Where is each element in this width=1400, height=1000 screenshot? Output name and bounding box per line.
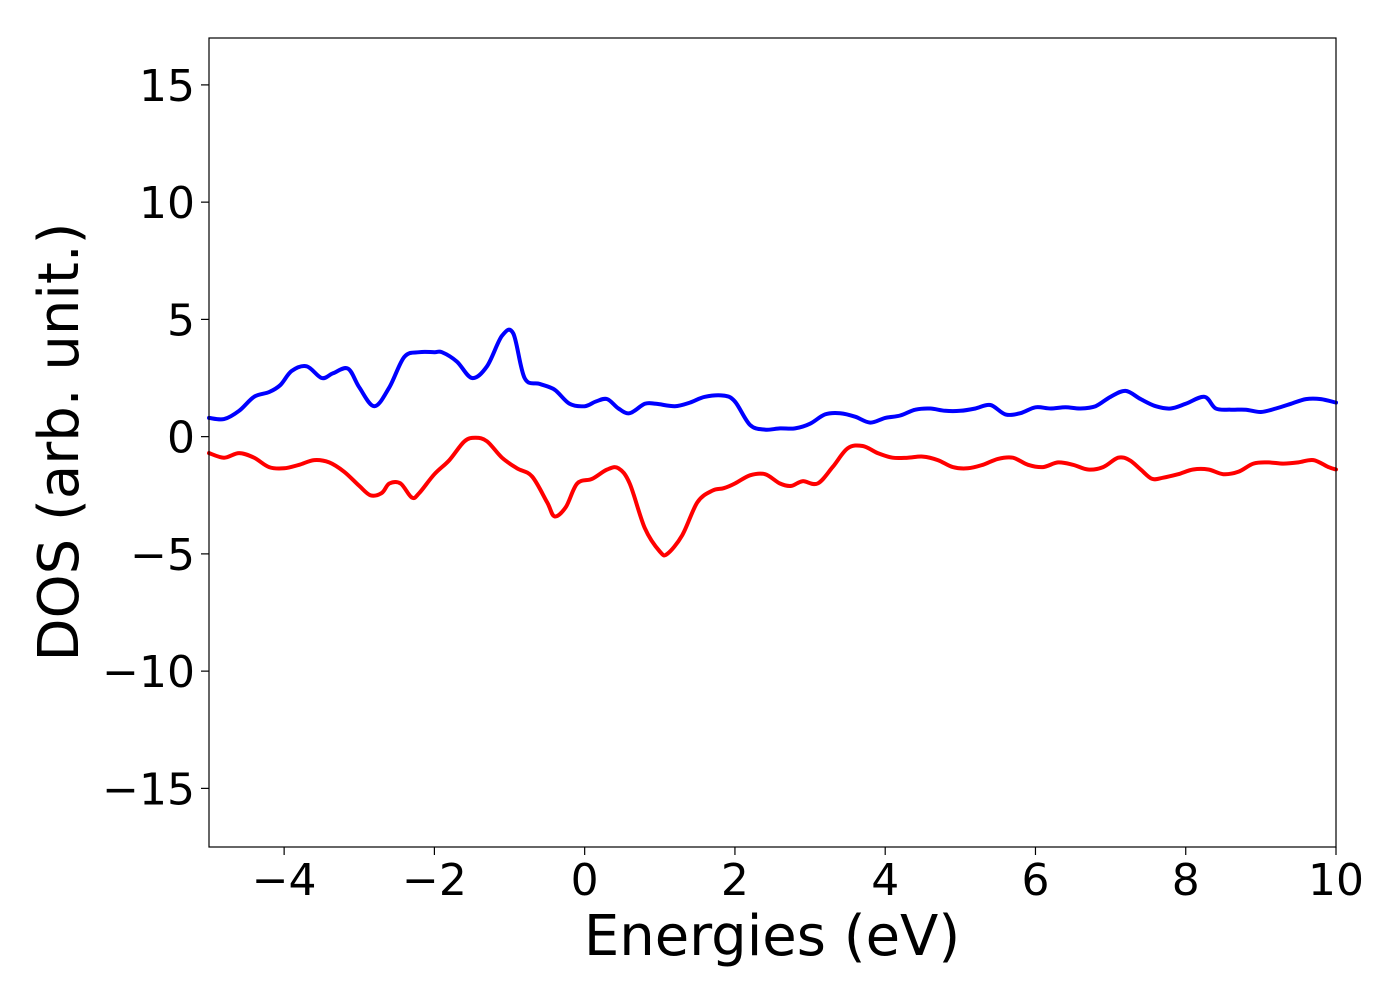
y-axis-label: DOS (arb. unit.) [27,222,92,661]
dos-series-line-1 [207,327,1338,432]
y-tick-label: −10 [102,647,195,698]
y-tick-label: 0 [167,413,195,464]
x-tick-label: −2 [402,855,467,906]
y-axis: −15 −10 −5 0 5 10 15 [102,61,209,815]
x-axis-label: Energies (eV) [584,904,960,969]
y-tick-label: 10 [139,178,195,229]
x-tick-label: 8 [1172,855,1200,906]
dos-series-line-2 [207,435,1338,558]
y-tick-label: −5 [130,530,195,581]
x-tick-label: 10 [1308,855,1364,906]
y-tick-label: 15 [139,61,195,112]
y-tick-label: 5 [167,295,195,346]
x-tick-label: 6 [1021,855,1049,906]
x-tick-label: 4 [871,855,899,906]
y-tick-label: −15 [102,764,195,815]
plot-frame [208,37,1337,848]
x-tick-label: 0 [571,855,599,906]
x-tick-label: 2 [721,855,749,906]
series-layer [207,327,1338,558]
x-axis: −4 −2 0 2 4 6 8 10 [252,847,1364,906]
x-tick-label: −4 [252,855,317,906]
